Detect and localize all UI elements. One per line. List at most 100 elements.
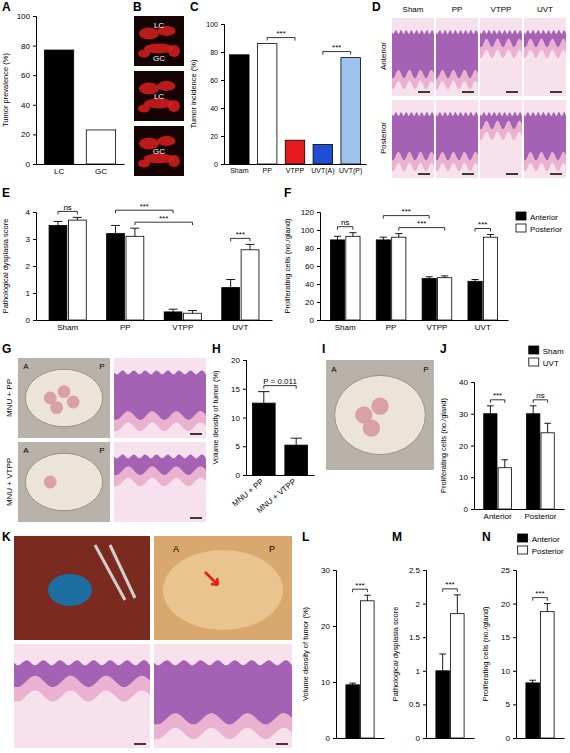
y-tick: 5 [236,442,246,451]
bar-chart: 020406080100ShamPPVTPPUVT(A)UVT(P)Tumor … [189,21,367,175]
stained-region [168,100,180,112]
y-tick-mark [33,105,36,106]
y-tick: 1.5 [409,633,426,642]
error-bar [544,604,551,612]
legend: ShamUVT [529,346,564,368]
nodule [371,398,388,415]
scale-bar [462,173,474,175]
y-tick: 40 [210,105,224,112]
legend-label: Anterior [530,213,558,222]
histology-image [114,442,206,522]
y-tick-label: 25 [501,566,510,575]
bar-chart: 05101520MNU + PPMNU + VTPPVolume density… [211,356,315,515]
bar-chart: 0510152025Proliferating cells (no./gland… [481,534,565,743]
x-tick-label: PP [386,323,397,332]
x-tick: VTPP [286,167,305,174]
y-axis-title: Pathological dysplasia score [391,607,400,702]
y-tick-label: 3 [26,235,31,244]
error-bar [487,406,494,414]
x-axis-line [427,738,475,739]
photo-background [18,358,110,438]
error-bar [226,280,235,288]
x-tick-label: Anterior [484,512,512,521]
y-tick-label: 20 [321,622,330,631]
stained-region [168,155,180,167]
y-tick-label: 120 [301,208,315,217]
error-bar [454,595,461,614]
y-tick: 2.5 [409,566,426,575]
error-bar [169,309,178,312]
scale-bar [418,91,430,93]
error-bar [349,233,356,237]
y-tick-label: 60 [210,77,218,84]
y-tick-mark [33,164,36,165]
bar [438,278,452,320]
x-tick-label: Posterior [524,512,556,521]
y-tick-mark [423,671,426,672]
y-tick-mark [221,136,224,137]
mucosa [436,112,478,160]
histology-image [524,18,566,96]
y-axis: 020406080100120 [301,208,321,325]
stained-region [158,81,176,91]
stained-region [158,136,176,146]
tissue-background [436,18,478,96]
panel-label: N [482,530,491,544]
x-tick-label: LC [54,167,64,176]
y-tick: 2 [26,262,36,271]
significance-label: *** [332,43,341,52]
plot-area [330,233,497,320]
plot-area [230,44,361,164]
y-axis-title: Volume density of tumor (%) [211,370,220,465]
x-axis: Anterior Posterior [475,510,565,521]
significance-label: *** [159,214,168,223]
bar [498,468,511,509]
x-axis-line [321,320,509,321]
y-tick: 10 [501,667,516,676]
y-tick-mark [317,284,320,285]
y-tick-mark [423,604,426,605]
panel-label: I [322,342,325,356]
error-bar [472,280,479,282]
image-background [134,126,184,176]
y-tick: 1 [416,667,426,676]
y-axis-line [33,213,37,321]
error-bar [54,221,63,225]
x-axis-line [337,738,385,739]
image-label: P [269,544,275,554]
legend-entry: Posterior [518,546,564,556]
stomach [25,369,102,427]
legend: AnteriorPosterior [518,534,564,556]
y-tick-label: 0 [214,161,218,168]
bar [526,683,540,738]
mucosa [436,30,478,78]
fluorescence-image [134,16,184,66]
photo-background [14,536,150,640]
photo [326,360,434,470]
y-tick-mark [513,704,516,705]
arrow [205,572,218,585]
significance-label: *** [402,207,411,216]
panel-label: F [284,186,291,200]
y-tick-mark [471,477,474,478]
y-tick-label: 30 [321,566,330,575]
y-tick: 2 [416,600,426,609]
x-axis-line [225,164,367,165]
stained-region [138,50,150,58]
error-bar [501,460,508,468]
legend-label: UVT [543,359,559,368]
x-axis-line [247,475,315,476]
histology-image [480,18,522,96]
y-axis: 010203040 [459,378,474,514]
stained-region [138,105,150,113]
y-tick-label: 60 [305,262,314,271]
significance-label: *** [276,29,285,38]
error-bar [188,311,197,314]
bar-chart: 0102030Volume density of tumor (%)*** [301,566,385,743]
figure: A020406080100LCGCTumor prevalence (%)C02… [0,0,570,753]
error-bar [349,683,356,685]
fluorescence-image [134,126,184,176]
bar [330,240,344,320]
x-tick-label: VTPP [172,323,193,332]
y-axis-title: Proliferating cells (no./gland) [439,397,448,493]
